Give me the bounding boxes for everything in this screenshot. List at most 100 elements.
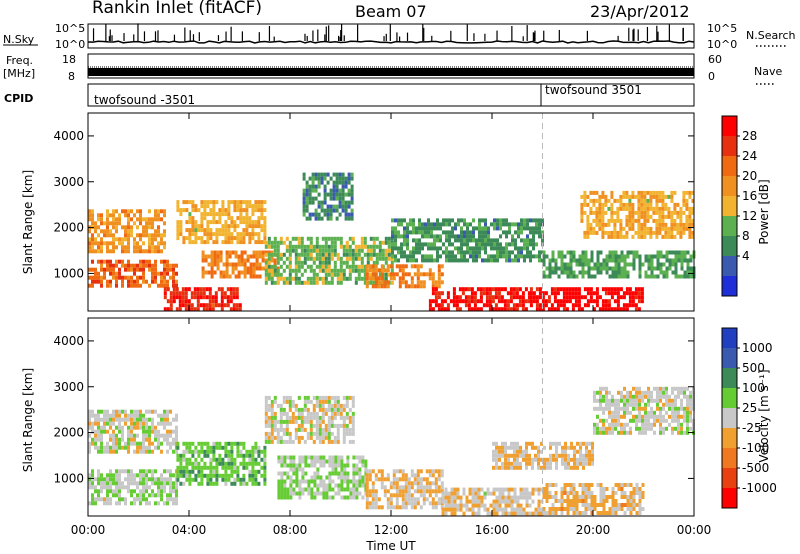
heatmap-cell: [191, 441, 195, 446]
heatmap-cell: [567, 453, 570, 458]
heatmap-cell: [444, 503, 448, 508]
heatmap-cell: [124, 477, 127, 482]
heatmap-cell: [188, 445, 192, 450]
heatmap-cell: [347, 188, 351, 193]
heatmap-cell: [595, 222, 599, 227]
heatmap-cell: [264, 268, 268, 273]
heatmap-cell: [451, 258, 454, 263]
heatmap-cell: [160, 271, 163, 276]
heatmap-cell: [542, 262, 546, 267]
heatmap-cell: [264, 439, 268, 444]
heatmap-cell: [608, 414, 611, 419]
heatmap-cell: [428, 268, 432, 273]
heatmap-cell: [445, 254, 448, 259]
heatmap-cell: [489, 503, 493, 508]
heatmap-cell: [236, 453, 240, 458]
heatmap-cell: [234, 266, 238, 271]
heatmap-cell: [378, 256, 382, 261]
heatmap-cell: [179, 208, 183, 213]
heatmap-cell: [200, 465, 204, 470]
heatmap-cell: [463, 254, 466, 259]
heatmap-cell: [685, 190, 689, 195]
heatmap-cell: [97, 497, 100, 502]
heatmap-cell: [472, 226, 475, 231]
heatmap-cell: [176, 228, 180, 233]
heatmap-cell: [216, 262, 220, 267]
heatmap-cell: [270, 250, 274, 255]
heatmap-cell: [377, 469, 381, 474]
heatmap-cell: [662, 418, 665, 423]
heatmap-cell: [200, 449, 204, 454]
heatmap-cell: [592, 230, 596, 235]
heatmap-cell: [345, 264, 349, 269]
heatmap-cell: [112, 449, 115, 454]
heatmap-cell: [372, 240, 376, 245]
heatmap-cell: [647, 254, 651, 259]
heatmap-cell: [554, 266, 558, 271]
heatmap-cell: [614, 274, 618, 279]
heatmap-cell: [283, 491, 287, 496]
heatmap-cell: [629, 250, 633, 255]
colorbar-segment: [722, 136, 737, 156]
heatmap-cell: [442, 222, 445, 227]
heatmap-cell: [336, 431, 340, 436]
heatmap-cell: [629, 394, 632, 399]
heatmap-cell: [550, 307, 554, 312]
heatmap-cell: [394, 242, 397, 247]
heatmap-cell: [343, 495, 347, 500]
heatmap-cell: [638, 430, 641, 435]
heatmap-cell: [460, 230, 463, 235]
heatmap-cell: [415, 242, 418, 247]
heatmap-cell: [623, 406, 626, 411]
heatmap-cell: [142, 413, 145, 418]
heatmap-cell: [375, 244, 379, 249]
heatmap-cell: [209, 457, 213, 462]
heatmap-cell: [653, 418, 656, 423]
heatmap-cell: [316, 491, 320, 496]
heatmap-cell: [664, 214, 668, 219]
heatmap-cell: [569, 507, 573, 511]
heatmap-cell: [300, 435, 304, 440]
heatmap-cell: [175, 413, 178, 418]
heatmap-cell: [668, 406, 671, 411]
heatmap-cell: [587, 270, 591, 275]
heatmap-cell: [145, 497, 148, 502]
heatmap-cell: [324, 427, 328, 432]
heatmap-cell: [330, 252, 334, 257]
heatmap-cell: [139, 249, 142, 254]
heatmap-cell: [604, 202, 608, 207]
heatmap-cell: [219, 270, 223, 275]
heatmap-cell: [139, 445, 142, 450]
heatmap-cell: [498, 457, 501, 462]
heatmap-cell: [224, 228, 228, 233]
heatmap-cell: [587, 483, 591, 487]
heatmap-cell: [479, 299, 483, 304]
heatmap-cell: [133, 473, 136, 478]
heatmap-cell: [118, 267, 121, 272]
heatmap-cell: [341, 188, 345, 193]
heatmap-cell: [421, 254, 424, 259]
heatmap-cell: [497, 287, 501, 292]
heatmap-cell: [514, 230, 517, 235]
heatmap-cell: [288, 280, 292, 285]
heatmap-cell: [311, 176, 315, 181]
heatmap-cell: [112, 445, 115, 450]
heatmap-cell: [643, 190, 647, 195]
heatmap-cell: [374, 272, 378, 277]
heatmap-cell: [194, 220, 198, 225]
heatmap-cell: [506, 303, 510, 308]
heatmap-cell: [264, 435, 268, 440]
heatmap-cell: [145, 417, 148, 422]
heatmap-cell: [611, 402, 614, 407]
heatmap-cell: [336, 252, 340, 257]
heatmap-cell: [273, 280, 277, 285]
heatmap-cell: [613, 210, 617, 215]
heatmap-cell: [321, 431, 325, 436]
heatmap-cell: [560, 499, 564, 503]
heatmap-cell: [562, 295, 566, 300]
heatmap-cell: [409, 254, 412, 259]
heatmap-cell: [142, 489, 145, 494]
heatmap-cell: [232, 287, 236, 292]
heatmap-cell: [599, 402, 602, 407]
heatmap-cell: [572, 503, 576, 507]
